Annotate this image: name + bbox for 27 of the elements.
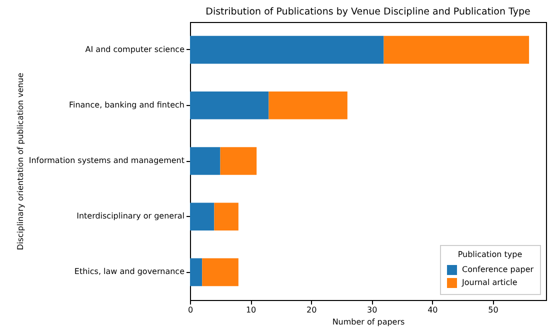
y-tick-label: Information systems and management xyxy=(28,156,184,165)
y-tick-label: AI and computer science xyxy=(85,44,185,54)
x-tick-label: 50 xyxy=(488,306,498,314)
legend-label: Conference paper xyxy=(462,265,534,274)
x-tick-label: 40 xyxy=(428,306,438,314)
bar xyxy=(202,258,238,286)
bar xyxy=(268,92,348,120)
bar xyxy=(190,36,384,64)
bar xyxy=(220,147,257,175)
x-tick-label: 20 xyxy=(306,306,317,314)
y-tick-label: Finance, banking and fintech xyxy=(68,100,184,110)
chart-title: Distribution of Publications by Venue Discipline and Publication Type xyxy=(206,6,531,18)
bar xyxy=(190,147,220,175)
bar xyxy=(190,202,214,230)
bar xyxy=(384,36,530,64)
x-tick-label: 30 xyxy=(367,306,378,314)
y-tick-label: Ethics, law and governance xyxy=(74,267,185,276)
legend-label: Journal article xyxy=(461,278,518,287)
bar xyxy=(214,202,238,230)
x-tick-label: 10 xyxy=(246,306,256,314)
x-axis-title: Number of papers xyxy=(332,318,405,326)
y-axis-title: Disciplinary orientation of publication venue xyxy=(16,72,25,250)
x-tick-label: 0 xyxy=(188,306,194,314)
legend-title: Publication type xyxy=(458,250,522,259)
bar xyxy=(190,258,202,286)
bar xyxy=(190,92,269,120)
y-tick-label: Interdisciplinary or general xyxy=(76,212,184,221)
